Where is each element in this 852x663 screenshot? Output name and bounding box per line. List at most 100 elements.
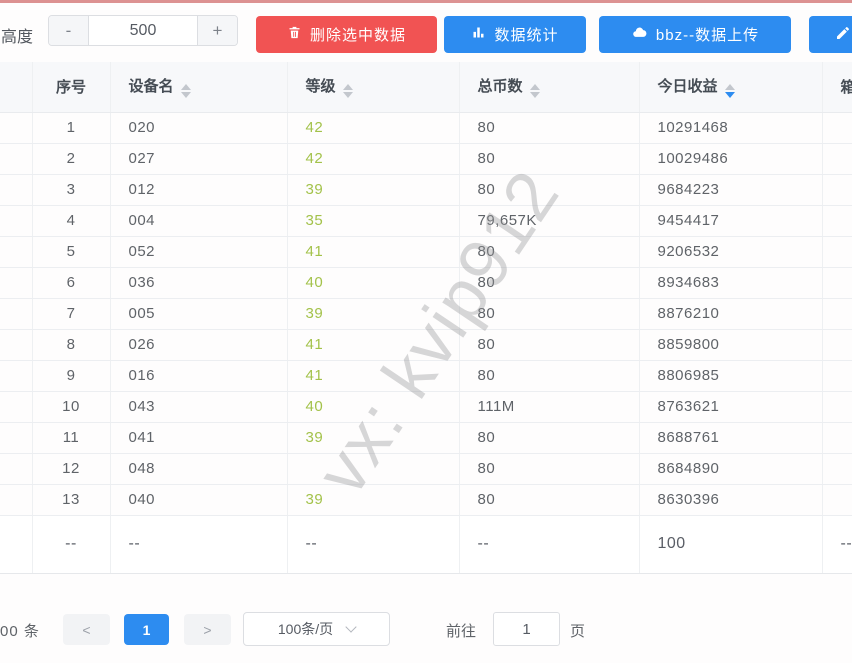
cell-index: 11 bbox=[31, 422, 111, 454]
cell-earnings: 10291468 bbox=[638, 112, 823, 144]
column-header-device[interactable]: 设备名 bbox=[109, 62, 288, 113]
cell-index: 9 bbox=[31, 360, 111, 392]
cell-earnings: 8684890 bbox=[638, 453, 823, 485]
cell-device: 020 bbox=[109, 112, 288, 144]
next-page-button[interactable]: > bbox=[184, 614, 231, 645]
table-row[interactable]: 12 048 80 8684890 bbox=[0, 453, 852, 485]
cell-level: 35 bbox=[286, 205, 460, 237]
cell-earnings: 9454417 bbox=[638, 205, 823, 237]
cell-level: 41 bbox=[286, 329, 460, 361]
table-row[interactable]: 3 012 39 80 9684223 bbox=[0, 174, 852, 206]
sort-icon-active[interactable] bbox=[724, 84, 735, 99]
cell-device: 012 bbox=[109, 174, 288, 206]
cell-earnings: 8859800 bbox=[638, 329, 823, 361]
goto-label: 前往 bbox=[446, 623, 477, 640]
cell-earnings: 8806985 bbox=[638, 360, 823, 392]
cell-device: 004 bbox=[109, 205, 288, 237]
upload-button-label: bbz--数据上传 bbox=[655, 27, 760, 44]
pagination: 00 条 < 1 > 100条/页 前往 页 bbox=[0, 610, 852, 650]
table-row[interactable]: 11 041 39 80 8688761 bbox=[0, 422, 852, 454]
cell-coins: 80 bbox=[458, 329, 640, 361]
table-row[interactable]: 2 027 42 80 10029486 bbox=[0, 143, 852, 175]
sort-icon[interactable] bbox=[342, 84, 353, 99]
cell-device: 040 bbox=[109, 484, 288, 516]
cell-index: 8 bbox=[31, 329, 111, 361]
sort-icon[interactable] bbox=[180, 84, 191, 99]
sort-icon[interactable] bbox=[529, 84, 540, 99]
table-row[interactable]: 7 005 39 80 8876210 bbox=[0, 298, 852, 330]
page-number-button[interactable]: 1 bbox=[124, 614, 169, 645]
chevron-down-icon bbox=[345, 621, 357, 633]
cell-coins: 111M bbox=[458, 391, 640, 423]
height-stepper: - 500 + bbox=[48, 15, 238, 46]
prev-page-button[interactable]: < bbox=[63, 614, 110, 645]
cell-index: 13 bbox=[31, 484, 111, 516]
edit-button[interactable] bbox=[809, 16, 852, 53]
goto-page-input[interactable] bbox=[493, 612, 560, 646]
stepper-minus-button[interactable]: - bbox=[49, 16, 89, 45]
summary-level: -- bbox=[286, 514, 460, 574]
cell-device: 026 bbox=[109, 329, 288, 361]
page-unit-label: 页 bbox=[570, 623, 586, 640]
table-row[interactable]: 8 026 41 80 8859800 bbox=[0, 329, 852, 361]
summary-coins: -- bbox=[458, 514, 640, 574]
cell-index: 2 bbox=[31, 143, 111, 175]
table-row[interactable]: 9 016 41 80 8806985 bbox=[0, 360, 852, 392]
cell-device: 027 bbox=[109, 143, 288, 175]
cell-device: 036 bbox=[109, 267, 288, 299]
table-row[interactable]: 10 043 40 111M 8763621 bbox=[0, 391, 852, 423]
cell-level: 39 bbox=[286, 422, 460, 454]
cell-earnings: 10029486 bbox=[638, 143, 823, 175]
cell-index: 7 bbox=[31, 298, 111, 330]
cell-device: 048 bbox=[109, 453, 288, 485]
cell-coins: 80 bbox=[458, 453, 640, 485]
page-size-select[interactable]: 100条/页 bbox=[243, 612, 390, 646]
table-row[interactable]: 5 052 41 80 9206532 bbox=[0, 236, 852, 268]
table-header-row: 序号 设备名 等级 总币数 今日收益 箱 bbox=[0, 62, 852, 113]
table-row[interactable]: 4 004 35 79,657K 9454417 bbox=[0, 205, 852, 237]
column-header-level[interactable]: 等级 bbox=[286, 62, 460, 113]
data-upload-button[interactable]: bbz--数据上传 bbox=[599, 16, 791, 53]
table-row[interactable]: 1 020 42 80 10291468 bbox=[0, 112, 852, 144]
delete-button-label: 删除选中数据 bbox=[309, 27, 406, 44]
delete-selected-button[interactable]: 删除选中数据 bbox=[256, 16, 437, 53]
select-column-header bbox=[0, 62, 33, 113]
column-header-coins[interactable]: 总币数 bbox=[458, 62, 640, 113]
summary-device: -- bbox=[109, 514, 288, 574]
cell-level: 42 bbox=[286, 143, 460, 175]
cell-level: 39 bbox=[286, 298, 460, 330]
stepper-plus-button[interactable]: + bbox=[197, 16, 237, 45]
summary-box: -- bbox=[821, 514, 852, 574]
cell-level: 39 bbox=[286, 484, 460, 516]
column-header-earnings[interactable]: 今日收益 bbox=[638, 62, 823, 113]
cell-coins: 80 bbox=[458, 143, 640, 175]
column-header-index: 序号 bbox=[31, 62, 111, 113]
cell-device: 043 bbox=[109, 391, 288, 423]
column-header-box: 箱 bbox=[821, 62, 852, 113]
cell-device: 041 bbox=[109, 422, 288, 454]
summary-row: -- -- -- -- 100 -- bbox=[0, 514, 852, 574]
page-size-value: 100条/页 bbox=[277, 621, 334, 637]
cell-earnings: 8934683 bbox=[638, 267, 823, 299]
cell-coins: 79,657K bbox=[458, 205, 640, 237]
summary-earnings: 100 bbox=[638, 514, 823, 574]
cell-level: 39 bbox=[286, 174, 460, 206]
cell-coins: 80 bbox=[458, 360, 640, 392]
data-stats-button[interactable]: 数据统计 bbox=[444, 16, 586, 53]
table-row[interactable]: 6 036 40 80 8934683 bbox=[0, 267, 852, 299]
top-divider bbox=[0, 0, 852, 3]
cell-index: 3 bbox=[31, 174, 111, 206]
height-value[interactable]: 500 bbox=[89, 16, 197, 45]
cell-earnings: 8763621 bbox=[638, 391, 823, 423]
cloud-upload-icon bbox=[631, 25, 648, 44]
cell-earnings: 8688761 bbox=[638, 422, 823, 454]
cell-earnings: 9684223 bbox=[638, 174, 823, 206]
height-label: 高度 bbox=[1, 29, 34, 46]
cell-coins: 80 bbox=[458, 422, 640, 454]
cell-level bbox=[286, 453, 460, 485]
bar-chart-icon bbox=[471, 25, 486, 44]
table-row[interactable]: 13 040 39 80 8630396 bbox=[0, 484, 852, 516]
trash-icon bbox=[287, 25, 302, 44]
